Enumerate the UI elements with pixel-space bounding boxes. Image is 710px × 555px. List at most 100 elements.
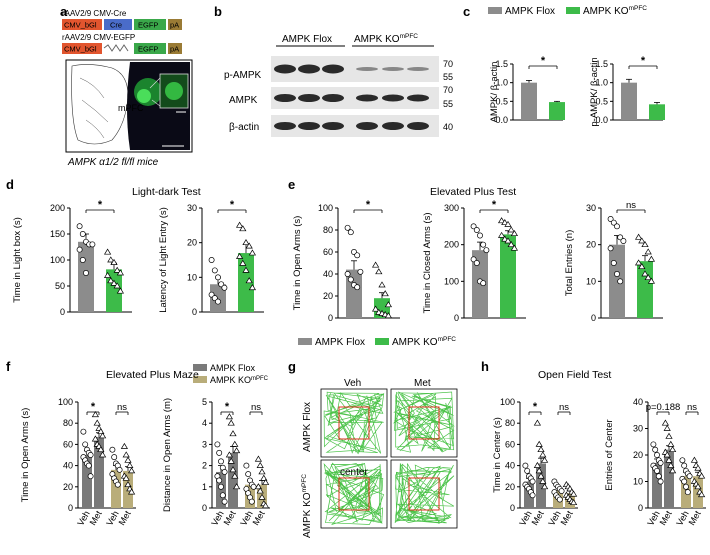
point-h2-0-9 [657,478,664,485]
y-tick-label-d1-4: 200 [50,203,65,213]
western-blot: AMPK Flox AMPK KOmPFC p-AMPK AMPK β-acti… [224,33,453,137]
point-d2-0-0 [208,257,215,263]
point-f1-3-2 [124,456,132,463]
x-label-h1-3: Met [559,509,575,527]
point-h2-0-7 [654,467,660,474]
y-tick-label-d1-2: 100 [50,255,65,265]
y-tick-label-h2-1: 10 [633,477,643,487]
point-d1-1-2 [110,258,118,265]
vector1-pa: pA [170,21,179,30]
point-h2-2-7 [683,483,689,490]
bar-h2-1 [664,449,674,508]
bar-f2-0 [216,471,226,508]
y-tick-label-e3-1: 10 [586,276,596,286]
point-h2-2-6 [681,478,688,485]
point-e2-1-4 [510,229,519,237]
tracks-row-flox: AMPK Flox [302,402,313,452]
point-e3-1-8 [644,273,652,281]
y-tick-label-f2-5: 5 [202,397,207,407]
point-f2-3-4 [261,478,270,485]
point-d2-1-4 [248,249,257,256]
point-d1-1-0 [103,248,112,255]
point-d2-0-1 [211,267,218,274]
point-h2-1-4 [668,446,677,453]
bar-e2-1 [500,234,516,318]
point-h2-3-0 [690,456,699,463]
blot-band-r2-l1 [298,122,320,130]
center-zone-3 [408,477,440,511]
point-d1-0-0 [76,223,83,230]
y-tick-label-e3-0: 0 [591,313,596,323]
legend-e-flox: AMPK Flox [315,337,365,348]
point-f1-0-0 [80,428,87,435]
point-h2-2-1 [681,462,688,469]
blot-band-r0-l1 [298,64,320,74]
point-f2-0-1 [216,449,223,456]
vector1-cre: Cre [110,21,122,30]
center-zone-0 [338,406,370,440]
point-f2-3-6 [256,487,264,494]
sig-label-e3-0: ns [626,200,636,211]
point-d1-0-7 [83,270,89,276]
sig-label-f1-1: ns [117,402,127,413]
legend-f: AMPK Flox AMPK KOmPFC [193,363,269,385]
legend-f-ko: AMPK KOmPFC [210,375,269,385]
chart-e2: 0 100 200 300 Time in Closed Arms (s) * [422,199,526,323]
y-label-e3: Total Entries (n) [564,230,575,297]
chart-title-d1: Light-dark Test [132,186,201,198]
point-d2-0-2 [215,274,221,281]
point-h2-1-0 [661,419,670,426]
point-f2-1-7 [229,466,237,473]
chart-title-h1: Open Field Test [538,369,611,381]
point-f2-1-4 [232,447,241,454]
point-e1-0-6 [347,276,354,283]
point-e3-1-7 [641,270,649,277]
point-h2-2-0 [679,457,686,464]
sig-label-h2-1: ns [687,402,697,413]
point-e1-1-4 [384,301,393,308]
x-label-f2-3: Met [251,509,267,527]
point-e3-1-2 [641,240,649,248]
point-e1-1-9 [384,312,393,319]
point-f1-3-4 [127,467,136,474]
point-e2-1-5 [497,231,506,238]
point-f1-3-9 [127,488,136,495]
y-tick-label-f1-4: 80 [63,418,73,428]
y-label-d1: Time in Light box (s) [12,217,23,303]
y-tick-label-h1-4: 80 [505,418,515,428]
point-e2-1-0 [497,217,506,224]
point-d1-0-5 [76,246,83,253]
sig-label-f2-1: ns [251,402,261,413]
y-tick-label-f1-1: 20 [63,482,73,492]
sig-label-f1-0: * [91,401,96,413]
point-e1-0-0 [344,224,351,231]
point-d1-0-6 [79,257,86,263]
legend-c: AMPK Flox AMPK KOmPFC [488,5,647,17]
point-h2-0-1 [652,446,659,453]
track-path-3 [394,463,455,524]
y-label-h1: Time in Center (s) [492,417,503,493]
bar-c2-0 [621,82,637,120]
chart-title-f1: Elevated Plus Maze [106,369,199,381]
point-h1-0-0 [522,462,529,469]
y-tick-label-d2-1: 10 [187,272,197,282]
blot-band-r0-l2 [322,64,344,74]
point-f1-0-9 [87,473,94,480]
point-e1-0-8 [354,284,361,291]
bar-f1-0 [82,455,92,508]
point-f2-1-8 [231,472,239,479]
point-h1-1-9 [540,483,549,490]
vector2-map: CMV_bGl EGFP pA [62,43,182,54]
brain-section-image: mPFC [65,59,193,153]
bar-f1-1 [94,436,104,508]
point-e3-0-3 [617,234,624,241]
point-f2-1-0 [225,413,234,420]
point-h1-3-9 [569,499,578,506]
y-tick-label-e1-5: 100 [318,203,333,213]
point-e3-0-4 [620,238,627,244]
panel-label-g: g [288,359,296,374]
legend-c-flox: AMPK Flox [505,6,555,17]
chart-c2: 0.0 0.5 1.0 1.5p-AMPK/ β-actin * [589,55,665,127]
point-h2-1-8 [667,461,675,468]
